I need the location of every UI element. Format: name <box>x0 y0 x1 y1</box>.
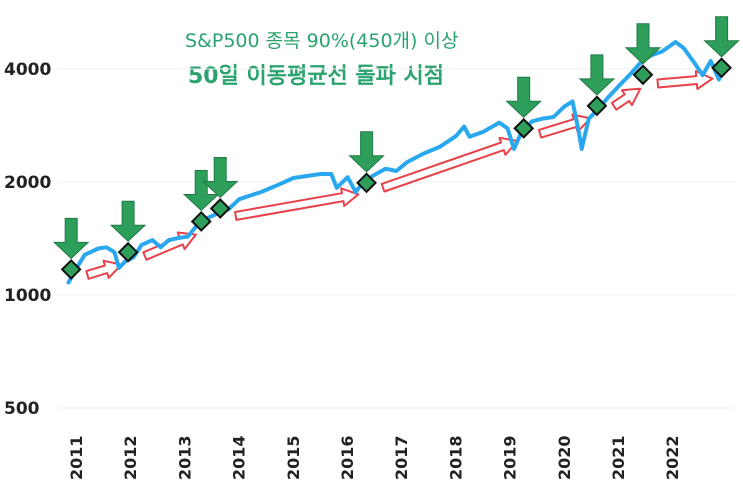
grid-lines <box>58 68 735 409</box>
signal-marker-4 <box>356 172 377 194</box>
signal-marker-2 <box>190 211 212 232</box>
x-axis-ticks: 2011 2012 2013 2014 2015 2016 2017 2018 2019 2020… <box>67 435 682 480</box>
y-tick-500: 500 <box>4 399 40 419</box>
signal-marker-6 <box>586 95 608 117</box>
series-line-0 <box>66 40 727 285</box>
trend-arrow-4 <box>380 136 519 193</box>
signal-arrows <box>52 16 740 260</box>
signal-marker-7 <box>632 64 654 86</box>
x-tick-2021: 2021 <box>609 435 628 480</box>
trend-arrow-6 <box>610 87 642 111</box>
signal-marker-1 <box>117 241 139 263</box>
trend-arrows <box>85 70 714 280</box>
x-tick-2019: 2019 <box>501 435 520 480</box>
signal-marker-5 <box>513 117 535 139</box>
x-tick-2017: 2017 <box>392 435 411 480</box>
signal-arrow-8 <box>703 16 740 58</box>
signal-marker-0 <box>60 258 82 280</box>
trend-arrow-3 <box>234 187 360 221</box>
y-tick-2000: 2000 <box>4 173 51 193</box>
signal-arrow-7 <box>624 23 662 65</box>
y-tick-4000: 4000 <box>4 60 51 80</box>
x-tick-2020: 2020 <box>555 435 574 480</box>
trend-arrow-0 <box>85 259 123 280</box>
x-tick-2016: 2016 <box>338 435 357 480</box>
x-tick-2018: 2018 <box>446 435 465 480</box>
signal-marker-8 <box>711 57 732 79</box>
signal-arrow-1 <box>109 200 147 242</box>
y-tick-1000: 1000 <box>4 286 51 306</box>
chart-title: S&P500 종목 90%(450개) 이상 <box>185 30 459 52</box>
x-tick-2014: 2014 <box>230 435 249 480</box>
signal-arrow-2 <box>182 170 220 212</box>
y-axis-ticks: 500 1000 2000 4000 <box>4 60 51 419</box>
signal-markers <box>60 57 732 280</box>
signal-marker-3 <box>209 198 231 219</box>
x-tick-2011: 2011 <box>67 435 86 480</box>
signal-arrow-6 <box>578 54 616 96</box>
chart-subtitle: 50일 이동평균선 돌파 시점 <box>188 64 444 89</box>
x-tick-2013: 2013 <box>175 435 194 480</box>
x-tick-2022: 2022 <box>663 435 682 480</box>
x-tick-2015: 2015 <box>284 435 303 480</box>
signal-arrow-5 <box>505 76 542 118</box>
price-series <box>66 40 727 285</box>
signal-arrow-3 <box>201 157 239 199</box>
x-tick-2012: 2012 <box>121 435 140 480</box>
signal-arrow-0 <box>52 217 90 260</box>
signal-arrow-4 <box>348 131 385 173</box>
